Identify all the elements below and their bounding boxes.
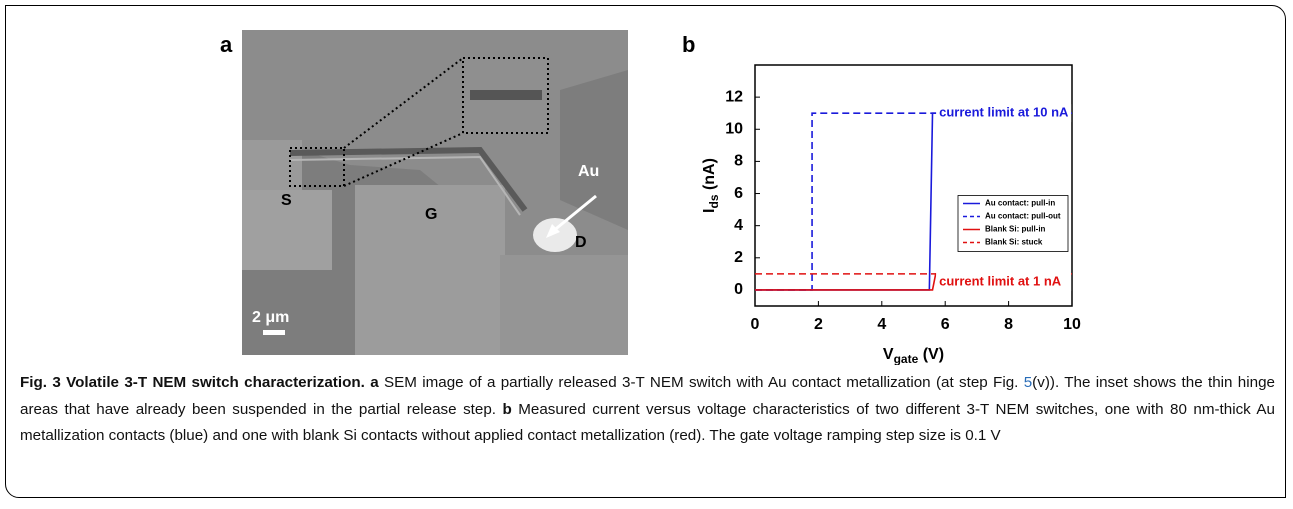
y-axis-label-part: (nA) — [701, 158, 718, 194]
x-axis-label-part: V — [883, 346, 894, 363]
caption-text: (v)). The inset shows the thin hinge are… — [20, 374, 1275, 418]
legend-label: Blank Si: stuck — [985, 238, 1043, 247]
x-tick-label: 6 — [941, 316, 950, 333]
y-axis-label: Ids (nA) — [701, 158, 721, 213]
caption: Fig. 3 Volatile 3-T NEM switch character… — [20, 370, 1275, 450]
figure: a b S G Au D 2 μm 0 2 4 6 8 10 0 2 4 6 8 10 12 Vgate … — [220, 30, 1081, 365]
plot-frame — [754, 64, 1073, 307]
y-tick-label: 2 — [734, 249, 743, 266]
x-tick-label: 2 — [814, 316, 823, 333]
caption-label: b — [502, 400, 512, 418]
caption-text: Measured current versus voltage characte… — [20, 400, 1275, 445]
annotation-box — [936, 104, 1072, 123]
figure-frame — [5, 5, 1286, 498]
sem-image — [242, 30, 628, 355]
scale-bar-label: 2 μm — [252, 309, 289, 326]
y-tick-label: 0 — [734, 281, 743, 298]
image-label: G — [425, 206, 437, 223]
legend-label: Au contact: pull-in — [985, 199, 1055, 208]
caption-label: a — [370, 374, 379, 391]
x-axis-label-part: gate — [894, 352, 919, 365]
y-axis-label-part: I — [701, 209, 718, 213]
y-axis-label-part: ds — [707, 194, 721, 208]
y-tick-label: 6 — [734, 185, 743, 202]
annotation-box — [936, 272, 1072, 291]
x-axis-label: Vgate (V) — [883, 346, 944, 365]
x-axis-label-part: (V) — [918, 346, 944, 363]
y-tick-label: 4 — [734, 217, 743, 234]
chart: 0 2 4 6 8 10 0 2 4 6 8 10 12 Vgate (V) Ids (nA) current… — [701, 64, 1081, 365]
image-label: D — [575, 234, 587, 251]
panel-label: b — [682, 32, 695, 57]
y-tick-label: 12 — [725, 88, 743, 105]
annotation: current limit at 10 nA — [939, 105, 1069, 120]
legend-box — [957, 195, 1069, 252]
legend-label: Au contact: pull-out — [985, 212, 1061, 221]
caption-link[interactable]: 5 — [1023, 374, 1033, 391]
y-tick-label: 10 — [725, 120, 743, 137]
x-tick-label: 8 — [1004, 316, 1013, 333]
panel-label: a — [220, 32, 233, 57]
y-tick-label: 8 — [734, 153, 743, 170]
image-label: S — [281, 192, 292, 209]
caption-text: SEM image of a partially released 3-T NE… — [384, 374, 1019, 391]
image-label: Au — [578, 163, 599, 180]
x-tick-label: 0 — [751, 316, 760, 333]
annotation: current limit at 1 nA — [939, 273, 1062, 288]
x-tick-label: 4 — [877, 316, 886, 333]
legend-label: Blank Si: pull-in — [985, 225, 1046, 234]
caption-title: Fig. 3 Volatile 3-T NEM switch character… — [20, 374, 365, 391]
x-tick-label: 10 — [1063, 316, 1081, 333]
